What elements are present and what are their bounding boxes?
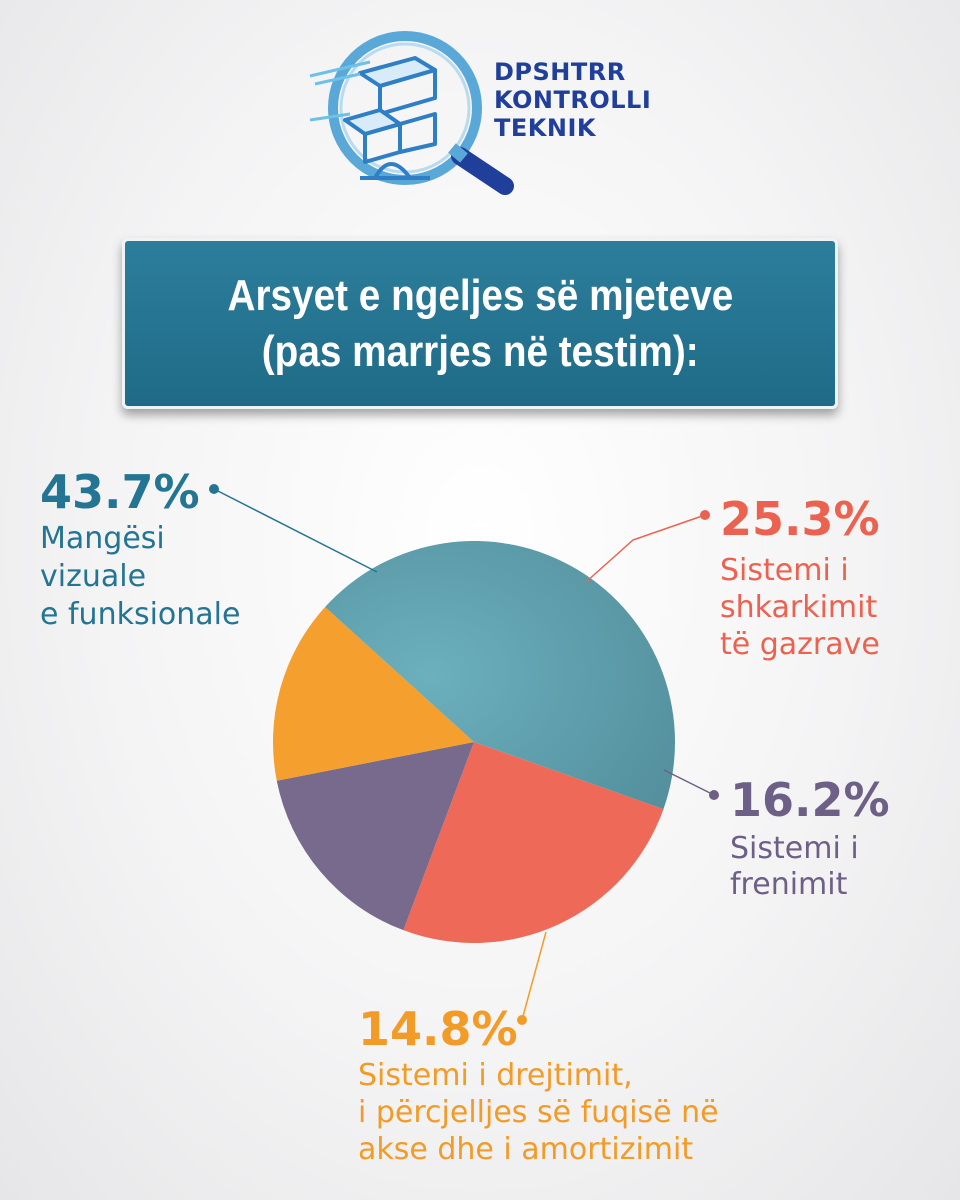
slice-percent-label: 16.2% (730, 773, 890, 827)
magnifier-blocks-icon (309, 31, 514, 195)
title-banner: Arsyet e ngeljes së mjeteve (pas marrjes… (122, 238, 838, 409)
leader-dot (700, 510, 710, 520)
leader-line (213, 488, 378, 573)
title-line-1: Arsyet e ngeljes së mjeteve (227, 270, 733, 320)
title-line-2: (pas marrjes në testim): (261, 326, 699, 376)
slice-category-label: të gazrave (720, 627, 880, 662)
slice-category-label: frenimit (730, 867, 848, 902)
pie-slice (325, 540, 675, 810)
leader-line (521, 931, 547, 1021)
slice-category-label: Sistemi i (720, 553, 849, 588)
slice-category-label: vizuale (40, 559, 146, 594)
slice-category-label: akse dhe i amortizimit (358, 1132, 693, 1167)
slice-category-label: Mangësi (40, 521, 165, 556)
pie-slice (276, 742, 474, 931)
leader-dot (209, 484, 219, 494)
pie-slice (272, 607, 474, 781)
logo-text: DPSHTRR KONTROLLI TEKNIK (494, 58, 651, 142)
leader-dot (517, 1015, 527, 1025)
slice-percent-label: 25.3% (720, 492, 880, 546)
slice-category-label: e funksionale (40, 597, 240, 632)
leader-line (663, 769, 715, 796)
leader-line (585, 514, 706, 583)
slice-percent-label: 43.7% (40, 465, 200, 519)
slice-category-label: shkarkimit (720, 590, 877, 625)
leader-dot (709, 790, 719, 800)
slice-category-label: i përcjelljes së fuqisë në (358, 1095, 719, 1130)
slice-category-label: Sistemi i (730, 831, 859, 866)
pie-slice (403, 742, 664, 944)
slice-category-label: Sistemi i drejtimit, (358, 1058, 633, 1093)
logo-line: DPSHTRR (494, 58, 626, 86)
slice-percent-label: 14.8% (358, 1002, 518, 1056)
logo-line: TEKNIK (494, 114, 596, 142)
logo-line: KONTROLLI (494, 86, 652, 114)
